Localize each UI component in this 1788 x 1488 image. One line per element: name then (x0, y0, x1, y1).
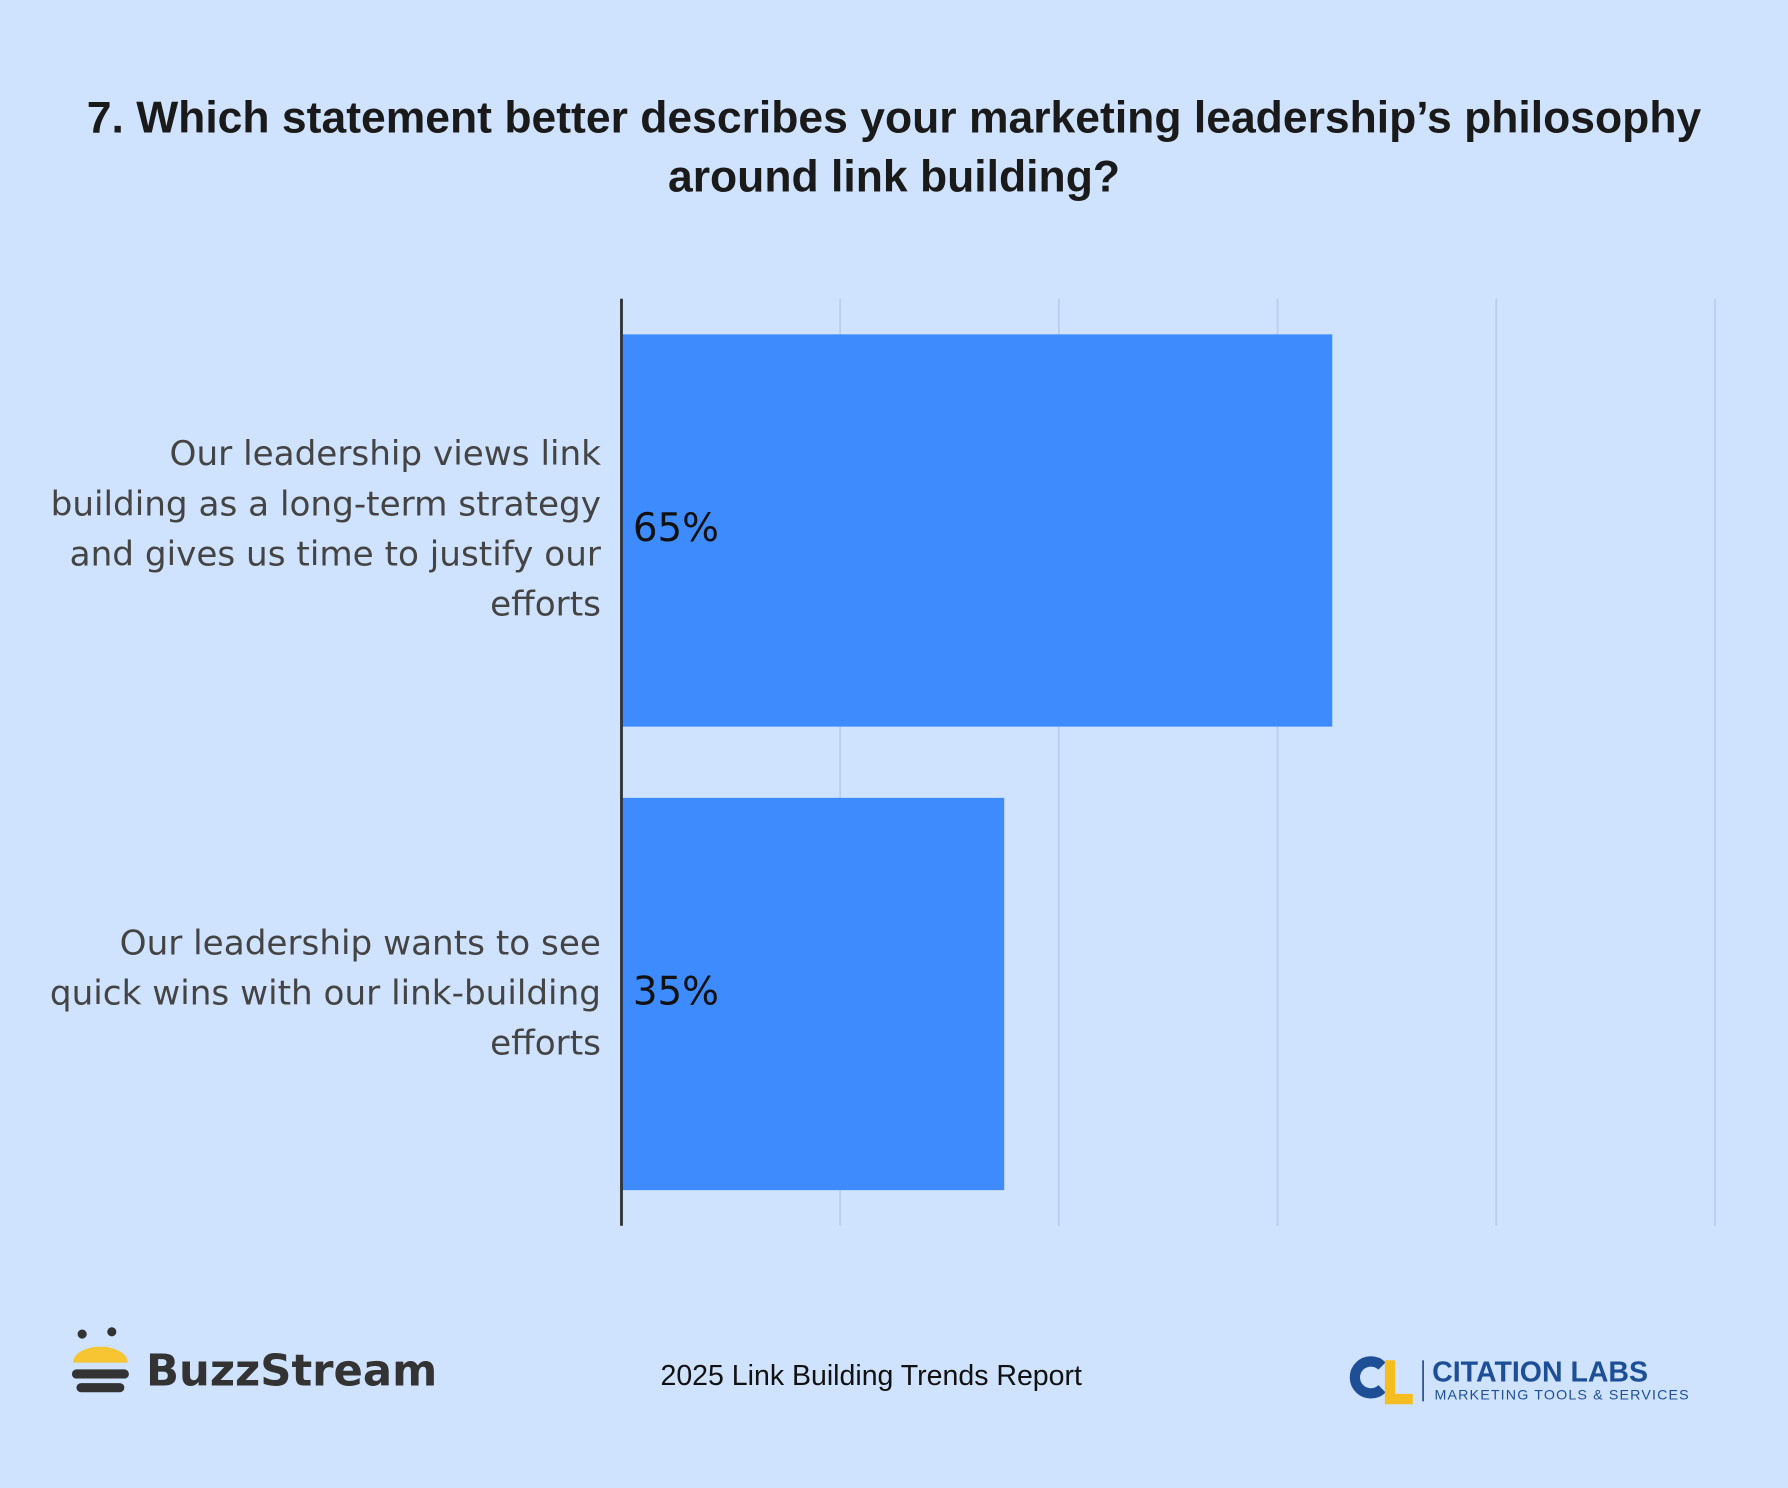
bars (621, 334, 1333, 1191)
title-box: 7. Which statement better describes your… (86, 93, 1702, 202)
category-box: Our leadership views link building as a … (34, 359, 601, 701)
y-tick-label: Our leadership views link building as a … (50, 434, 601, 626)
chart-title: 7. Which statement better describes your… (86, 93, 1702, 202)
buzzstream-logo: BuzzStream (71, 1327, 437, 1396)
data-label: 35% (633, 969, 719, 1014)
partner-tagline: MARKETING TOOLS & SERVICES (1434, 1387, 1689, 1403)
category-wrap: Our leadership views link building as a … (34, 359, 601, 701)
category-box: Our leadership wants to see quick wins w… (34, 823, 601, 1165)
partner: CITATION LABS (1432, 1357, 1648, 1389)
y-tick-label: Our leadership wants to see quick wins w… (49, 923, 601, 1064)
category-wrap: Our leadership wants to see quick wins w… (34, 823, 601, 1165)
bar (621, 334, 1333, 727)
brand: BuzzStream (146, 1346, 437, 1396)
bar (621, 797, 1005, 1191)
report-name: 2025 Link Building Trends Report (660, 1360, 1082, 1392)
citation-labs-logo: CITATION LABS MARKETING TOOLS & SERVICES (1349, 1356, 1689, 1405)
data-label: 65% (633, 506, 719, 551)
